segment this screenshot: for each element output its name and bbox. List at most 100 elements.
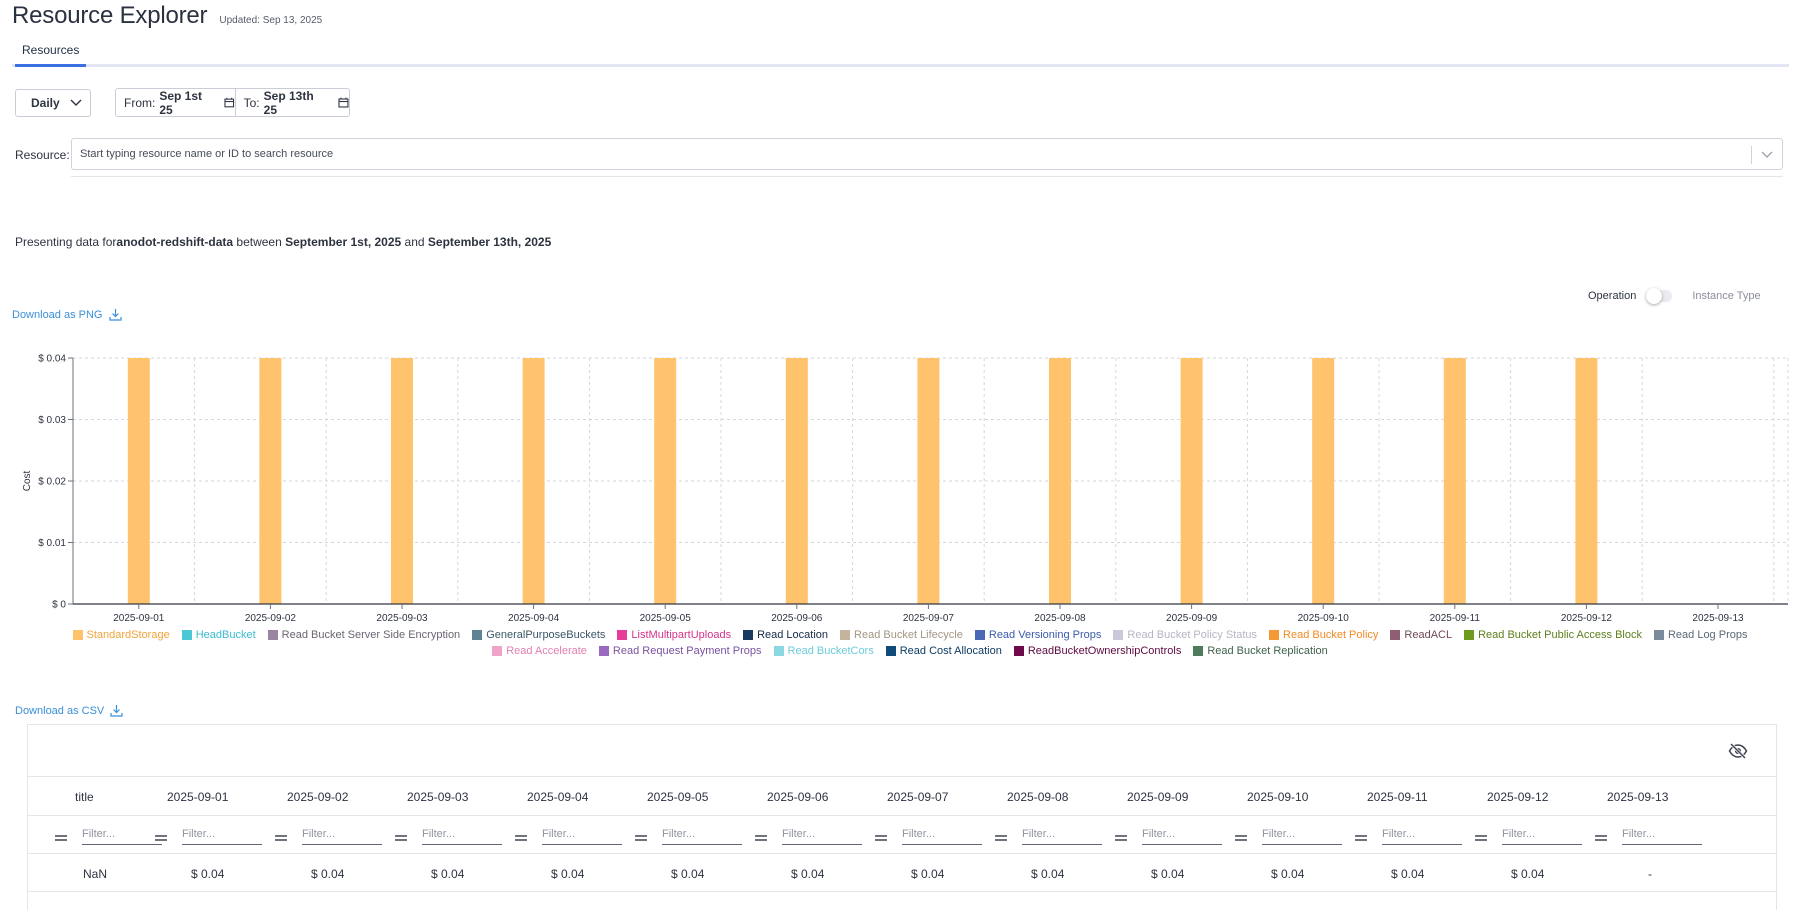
filter-menu-icon[interactable] (154, 831, 168, 845)
filter-menu-icon[interactable] (874, 831, 888, 845)
group-by-switch[interactable] (1646, 288, 1673, 304)
legend-item[interactable]: Read Location (743, 629, 828, 641)
legend-item[interactable]: Read Bucket Policy (1269, 629, 1378, 641)
download-icon (110, 705, 123, 717)
switch-knob[interactable] (1646, 288, 1663, 304)
legend-item[interactable]: ReadBucketOwnershipControls (1013, 645, 1181, 657)
legend-label: Read Bucket Policy (1283, 629, 1379, 641)
x-tick-label: 2025-09-13 (1692, 613, 1744, 624)
column-filter (1354, 823, 1462, 845)
presenting-summary: Presenting data foranodot-redshift-data … (15, 235, 551, 249)
legend-item[interactable]: Read Accelerate (492, 645, 587, 657)
column-header[interactable]: 2025-09-08 (1007, 790, 1069, 804)
filter-input[interactable] (782, 824, 862, 845)
column-header[interactable]: 2025-09-07 (887, 790, 949, 804)
table-cell: $ 0.04 (791, 867, 825, 881)
filter-input[interactable] (1622, 824, 1702, 845)
table-cell: $ 0.04 (911, 867, 945, 881)
filter-input[interactable] (902, 824, 982, 845)
select-divider (1751, 146, 1752, 164)
filter-input[interactable] (542, 824, 622, 845)
filter-input[interactable] (1022, 824, 1102, 845)
legend-item[interactable]: Read BucketCors (773, 645, 874, 657)
table-cell: $ 0.04 (191, 867, 225, 881)
legend-label: Read BucketCors (787, 645, 874, 657)
legend-item[interactable]: StandardStorage (72, 629, 170, 641)
table-header-row: title 2025-09-01 2025-09-02 2025-09-03 2025-… (28, 776, 1776, 816)
to-label: To: (243, 95, 260, 110)
to-date-field[interactable]: To: Sep 13th 25 (236, 89, 349, 117)
column-header[interactable]: 2025-09-09 (1127, 790, 1189, 804)
column-header[interactable]: 2025-09-11 (1367, 790, 1428, 804)
filter-input[interactable] (1262, 824, 1342, 845)
filter-input[interactable] (82, 824, 162, 845)
toggle-label-instance-type[interactable]: Instance Type (1692, 290, 1761, 302)
eye-off-icon[interactable] (1728, 743, 1748, 759)
legend-item[interactable]: Read Versioning Props (974, 629, 1102, 641)
filter-menu-icon[interactable] (754, 831, 768, 845)
column-header[interactable]: 2025-09-13 (1607, 790, 1669, 804)
legend-item[interactable]: Read Bucket Lifecycle (840, 629, 963, 641)
tab-resources[interactable]: Resources (15, 43, 87, 67)
filter-menu-icon[interactable] (634, 831, 648, 845)
legend-item[interactable]: Read Bucket Replication (1193, 645, 1328, 657)
legend-item[interactable]: Read Bucket Server Side Encryption (267, 629, 460, 641)
filter-menu-icon[interactable] (514, 831, 528, 845)
filter-input[interactable] (422, 824, 502, 845)
legend-item[interactable]: Read Log Props (1653, 629, 1747, 641)
filter-menu-icon[interactable] (394, 831, 408, 845)
table-row: NaN $ 0.04 $ 0.04 $ 0.04 $ 0.04 $ 0.04 $ 0.04 $… (28, 854, 1776, 892)
filter-menu-icon[interactable] (1354, 831, 1368, 845)
filter-input[interactable] (302, 824, 382, 845)
filter-input[interactable] (182, 824, 262, 845)
legend-item[interactable]: HeadBucket (181, 629, 256, 641)
filter-input[interactable] (662, 824, 742, 845)
column-header[interactable]: 2025-09-02 (287, 790, 349, 804)
legend-item[interactable]: Read Bucket Policy Status (1113, 629, 1257, 641)
filter-input[interactable] (1382, 824, 1462, 845)
bar-standardstorage (1575, 358, 1598, 604)
column-header[interactable]: title (75, 790, 94, 804)
column-header[interactable]: 2025-09-03 (407, 790, 469, 804)
legend-item[interactable]: ReadACL (1390, 629, 1452, 641)
legend-label: Read Bucket Lifecycle (854, 629, 963, 641)
legend-label: Read Versioning Props (988, 629, 1102, 641)
column-header[interactable]: 2025-09-01 (167, 790, 229, 804)
from-date-field[interactable]: From: Sep 1st 25 (116, 89, 236, 117)
filter-menu-icon[interactable] (994, 831, 1008, 845)
legend-swatch (743, 630, 754, 640)
column-header[interactable]: 2025-09-10 (1247, 790, 1309, 804)
table-cell: $ 0.04 (311, 867, 345, 881)
granularity-dropdown[interactable]: Daily (15, 89, 91, 117)
filter-menu-icon[interactable] (1474, 831, 1488, 845)
filter-menu-icon[interactable] (1234, 831, 1248, 845)
resource-search-select[interactable]: Start typing resource name or ID to sear… (71, 138, 1783, 170)
legend-item[interactable]: Read Cost Allocation (885, 645, 1002, 657)
filter-input[interactable] (1502, 824, 1582, 845)
x-tick-label: 2025-09-12 (1561, 613, 1613, 624)
download-png-link[interactable]: Download as PNG (12, 308, 122, 321)
x-tick-label: 2025-09-03 (376, 613, 428, 624)
table-cell: $ 0.04 (551, 867, 585, 881)
y-tick-label: $ 0 (52, 600, 66, 611)
legend-item[interactable]: Read Bucket Public Access Block (1464, 629, 1642, 641)
x-tick-label: 2025-09-04 (508, 613, 560, 624)
legend-item[interactable]: Read Request Payment Props (598, 645, 762, 657)
toggle-label-operation[interactable]: Operation (1588, 290, 1637, 302)
chevron-down-icon[interactable] (1761, 150, 1773, 159)
legend-label: Read Bucket Public Access Block (1478, 629, 1642, 641)
presenting-end-date: September 13th, 2025 (427, 235, 552, 249)
legend-item[interactable]: ListMultipartUploads (617, 629, 731, 641)
legend-swatch (472, 630, 483, 640)
legend-item[interactable]: GeneralPurposeBuckets (472, 629, 605, 641)
filter-menu-icon[interactable] (54, 831, 68, 845)
column-header[interactable]: 2025-09-12 (1487, 790, 1549, 804)
column-header[interactable]: 2025-09-06 (767, 790, 829, 804)
filter-menu-icon[interactable] (274, 831, 288, 845)
filter-input[interactable] (1142, 824, 1222, 845)
download-csv-link[interactable]: Download as CSV (15, 704, 123, 717)
filter-menu-icon[interactable] (1114, 831, 1128, 845)
column-header[interactable]: 2025-09-05 (647, 790, 709, 804)
column-header[interactable]: 2025-09-04 (527, 790, 589, 804)
filter-menu-icon[interactable] (1594, 831, 1608, 845)
